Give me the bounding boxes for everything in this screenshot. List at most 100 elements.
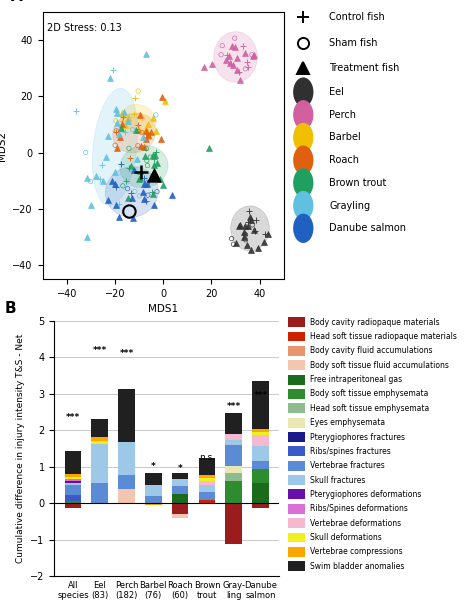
Bar	[288, 418, 305, 428]
Point	[135, 174, 142, 184]
Bar	[288, 432, 305, 442]
Text: *: *	[151, 462, 156, 471]
Point	[231, 42, 239, 52]
Text: Ribs/Spines deformations: Ribs/Spines deformations	[310, 504, 408, 513]
Bar	[288, 504, 305, 514]
Point	[131, 93, 139, 103]
Point	[105, 196, 112, 205]
Point	[142, 124, 150, 134]
Bar	[288, 446, 305, 457]
Point	[138, 167, 145, 177]
Bar	[91, 441, 108, 444]
Point	[128, 188, 135, 198]
Point	[254, 244, 262, 253]
Bar	[91, 444, 108, 483]
Point	[131, 187, 139, 196]
Point	[236, 67, 243, 76]
Point	[231, 34, 238, 43]
Point	[119, 181, 127, 191]
Bar	[226, 445, 242, 466]
Point	[149, 189, 157, 199]
Ellipse shape	[231, 206, 269, 251]
Text: Danube salmon: Danube salmon	[329, 223, 406, 233]
Bar	[252, 381, 269, 429]
Bar	[288, 346, 305, 356]
Point	[219, 41, 226, 50]
Point	[116, 132, 124, 142]
Text: Body soft tissue fluid accumulations: Body soft tissue fluid accumulations	[310, 361, 449, 370]
Text: Body soft tissue emphysemata: Body soft tissue emphysemata	[310, 389, 429, 398]
Point	[248, 50, 256, 59]
Point	[132, 125, 140, 135]
Point	[113, 126, 120, 136]
Point	[134, 86, 142, 96]
Point	[111, 179, 118, 189]
Bar	[226, 434, 242, 440]
Point	[158, 92, 166, 102]
Bar	[288, 490, 305, 499]
Point	[147, 152, 154, 162]
Text: Body cavity radiopaque materials: Body cavity radiopaque materials	[310, 317, 440, 326]
Point	[143, 144, 150, 154]
Point	[228, 41, 236, 51]
Bar	[65, 451, 81, 473]
Point	[149, 171, 157, 181]
Point	[117, 159, 125, 169]
Point	[235, 221, 243, 231]
Bar	[118, 389, 135, 442]
Point	[140, 194, 148, 204]
Point	[152, 148, 160, 157]
Point	[139, 132, 147, 142]
Point	[249, 220, 256, 230]
Point	[125, 143, 133, 153]
Text: Pterygiophores deformations: Pterygiophores deformations	[310, 490, 421, 499]
Bar	[145, 473, 162, 485]
Point	[119, 112, 127, 122]
Point	[143, 179, 151, 189]
Circle shape	[293, 145, 314, 175]
Point	[129, 125, 136, 134]
Point	[143, 156, 150, 166]
Point	[229, 239, 237, 249]
Bar	[252, 461, 269, 469]
Bar	[288, 547, 305, 557]
Point	[130, 165, 138, 175]
Bar	[252, 469, 269, 483]
Point	[144, 178, 151, 187]
Text: ***: ***	[66, 413, 80, 422]
Point	[109, 176, 116, 186]
Bar	[288, 360, 305, 370]
Point	[136, 110, 144, 120]
Point	[261, 229, 269, 238]
Text: A: A	[11, 0, 23, 4]
Point	[239, 41, 247, 51]
Point	[134, 141, 141, 151]
Point	[240, 227, 248, 236]
Text: ***: ***	[254, 391, 268, 400]
Point	[102, 290, 109, 300]
Point	[149, 170, 157, 179]
Point	[111, 140, 119, 150]
Bar	[172, 494, 188, 503]
Point	[126, 154, 133, 163]
Point	[236, 220, 244, 229]
Point	[114, 109, 121, 118]
Text: Treatment fish: Treatment fish	[329, 63, 400, 73]
Circle shape	[293, 214, 314, 243]
Point	[120, 107, 128, 116]
Bar	[145, 485, 162, 496]
Bar	[65, 503, 81, 508]
Text: Body cavity fluid accumulations: Body cavity fluid accumulations	[310, 346, 433, 355]
Text: ***: ***	[93, 346, 107, 355]
Point	[151, 154, 158, 163]
Bar	[172, 503, 188, 514]
Point	[246, 212, 254, 221]
Point	[87, 177, 95, 187]
Point	[126, 207, 133, 217]
Bar	[288, 561, 305, 571]
Point	[112, 200, 120, 210]
Bar	[118, 475, 135, 490]
Point	[162, 97, 169, 106]
Point	[121, 127, 129, 136]
Bar	[65, 483, 81, 485]
